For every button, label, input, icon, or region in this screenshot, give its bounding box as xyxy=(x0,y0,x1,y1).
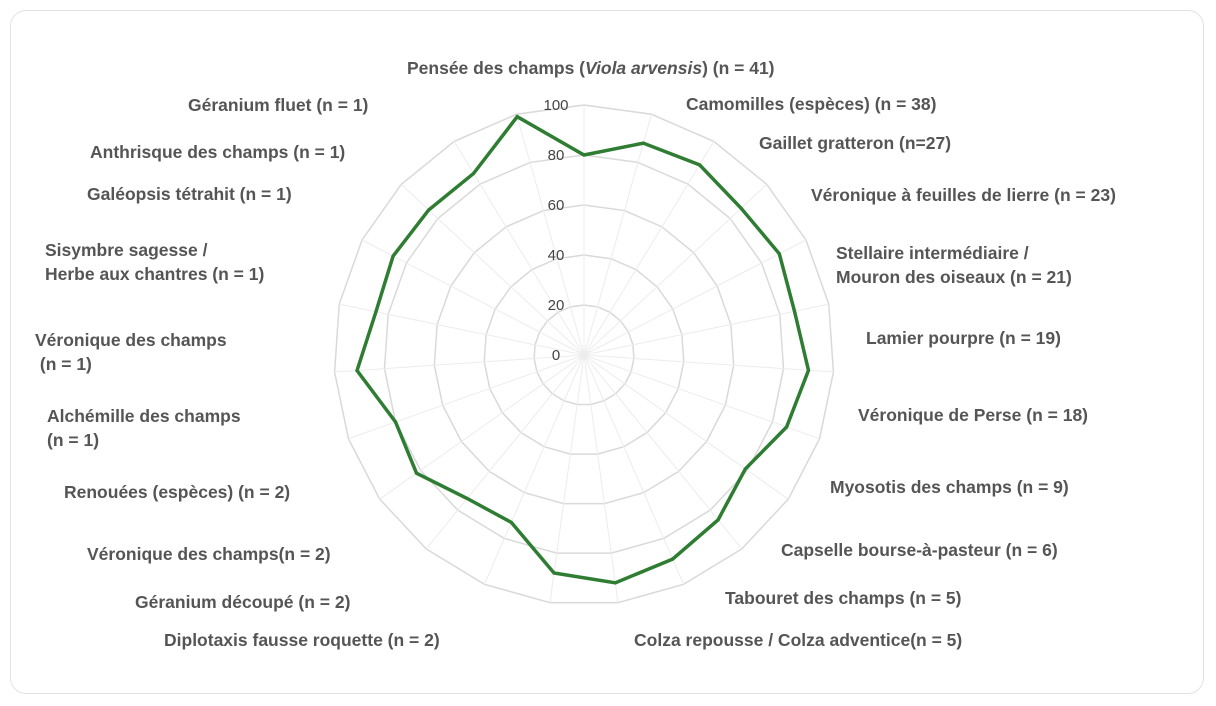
data-point-0 xyxy=(582,153,586,157)
tick-label-80: 80 xyxy=(548,147,565,164)
data-point-11 xyxy=(613,581,617,585)
grid-ring-80 xyxy=(383,154,785,554)
category-label-16: Véronique des champs (n = 1) xyxy=(35,330,227,374)
spoke-5 xyxy=(583,303,829,356)
data-point-6 xyxy=(806,368,810,372)
spoke-10 xyxy=(583,354,685,585)
spoke-18 xyxy=(339,303,585,356)
spoke-15 xyxy=(379,354,585,500)
data-point-9 xyxy=(716,518,720,522)
data-point-21 xyxy=(472,171,476,175)
radar-series xyxy=(355,114,811,585)
spoke-13 xyxy=(483,354,585,585)
category-label-17: Sisymbre sagesse / Herbe aux chantres (n … xyxy=(45,240,265,284)
series-line xyxy=(355,114,811,585)
spoke-14 xyxy=(425,354,585,550)
spoke-1 xyxy=(583,114,652,356)
data-point-18 xyxy=(374,310,378,314)
grid-ring-20 xyxy=(533,304,635,406)
spoke-6 xyxy=(583,354,834,373)
category-label-14: Renouées (espèces) (n = 2) xyxy=(64,482,291,502)
category-label-11: Diplotaxis fausse roquette (n = 2) xyxy=(164,630,440,650)
grid-ring-40 xyxy=(483,254,685,455)
category-label-0: Pensée des champs (Viola arvensis) (n = … xyxy=(407,58,775,78)
category-label-2: Gaillet gratteron (n=27) xyxy=(759,133,952,153)
category-label-18: Galéopsis tétrahit (n = 1) xyxy=(87,184,292,204)
category-label-9: Tabouret des champs (n = 5) xyxy=(725,588,962,608)
radar-spokes xyxy=(334,105,834,603)
category-label-15: Alchémille des champs (n = 1) xyxy=(47,406,241,450)
category-label-7: Myosotis des champs (n = 9) xyxy=(830,477,1069,497)
data-point-19 xyxy=(391,254,395,258)
data-point-14 xyxy=(465,497,469,501)
data-point-7 xyxy=(785,425,789,429)
category-label-8: Capselle bourse-à-pasteur (n = 6) xyxy=(781,540,1058,560)
radar-grid xyxy=(333,104,835,604)
spoke-16 xyxy=(348,354,585,440)
grid-ring-100 xyxy=(333,104,835,604)
tick-label-100: 100 xyxy=(543,97,568,114)
category-label-5: Lamier pourpre (n = 19) xyxy=(866,328,1061,348)
data-point-5 xyxy=(793,309,797,313)
category-label-1: Camomilles (espèces) (n = 38) xyxy=(686,94,937,114)
category-label-12: Géranium découpé (n = 2) xyxy=(135,592,351,612)
data-point-10 xyxy=(671,557,675,561)
tick-label-60: 60 xyxy=(548,197,565,214)
data-point-15 xyxy=(415,471,419,475)
category-label-4: Stellaire intermédiaire / Mouron des oise… xyxy=(836,243,1072,287)
tick-label-0: 0 xyxy=(552,347,560,364)
spoke-20 xyxy=(400,183,585,356)
category-label-3: Véronique à feuilles de lierre (n = 23) xyxy=(811,185,1116,205)
category-label-19: Anthrisque des champs (n = 1) xyxy=(90,142,346,162)
spoke-11 xyxy=(583,354,619,603)
spoke-3 xyxy=(583,183,768,356)
spoke-9 xyxy=(583,354,743,550)
data-point-22 xyxy=(515,115,519,119)
spoke-17 xyxy=(334,354,585,373)
tick-label-20: 20 xyxy=(548,297,565,314)
category-label-20: Géranium fluet (n = 1) xyxy=(188,95,369,115)
data-point-12 xyxy=(552,571,556,575)
spoke-4 xyxy=(583,239,807,356)
data-point-13 xyxy=(509,520,513,524)
category-label-6: Véronique de Perse (n = 18) xyxy=(858,405,1089,425)
spoke-8 xyxy=(583,354,789,500)
data-point-20 xyxy=(427,208,431,212)
tick-label-40: 40 xyxy=(548,247,565,264)
data-point-16 xyxy=(394,420,398,424)
spoke-19 xyxy=(361,239,585,356)
spoke-2 xyxy=(583,141,715,356)
spoke-12 xyxy=(549,354,585,603)
spoke-22 xyxy=(516,114,585,356)
category-label-10: Colza repousse / Colza adventice(n = 5) xyxy=(634,630,963,650)
data-point-3 xyxy=(739,206,743,210)
spoke-7 xyxy=(583,354,820,440)
grid-ring-60 xyxy=(433,204,735,505)
data-point-8 xyxy=(743,467,747,471)
category-label-13: Véronique des champs(n = 2) xyxy=(87,544,331,564)
spoke-21 xyxy=(453,141,585,356)
data-point-2 xyxy=(698,163,702,167)
data-point-4 xyxy=(777,252,781,256)
radial-tick-labels: 0 20 40 60 80 100 xyxy=(543,97,568,364)
data-point-1 xyxy=(641,141,645,145)
data-point-17 xyxy=(355,369,359,373)
